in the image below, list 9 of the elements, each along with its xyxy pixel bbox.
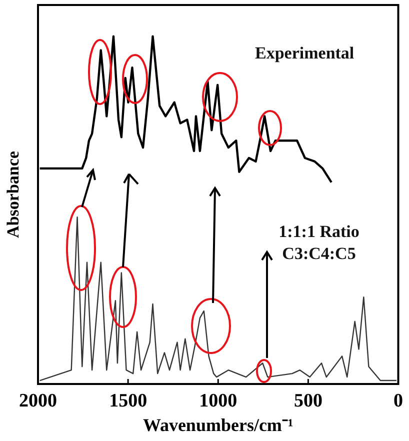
text: Experimental: [255, 44, 354, 63]
x-axis-title: Wavenumbers/cm⁻¹: [142, 414, 294, 435]
x-tick-label: 1000: [199, 390, 238, 412]
x-tick-label: 1500: [109, 390, 148, 412]
x-tick-label: 2000: [19, 390, 57, 412]
x-tick-label: 500: [294, 390, 322, 412]
y-axis-title: Absorbance: [4, 150, 23, 238]
x-tick-label: 0: [394, 390, 403, 412]
text: 1:1:1 Ratio C3:C4:C5: [278, 222, 360, 263]
